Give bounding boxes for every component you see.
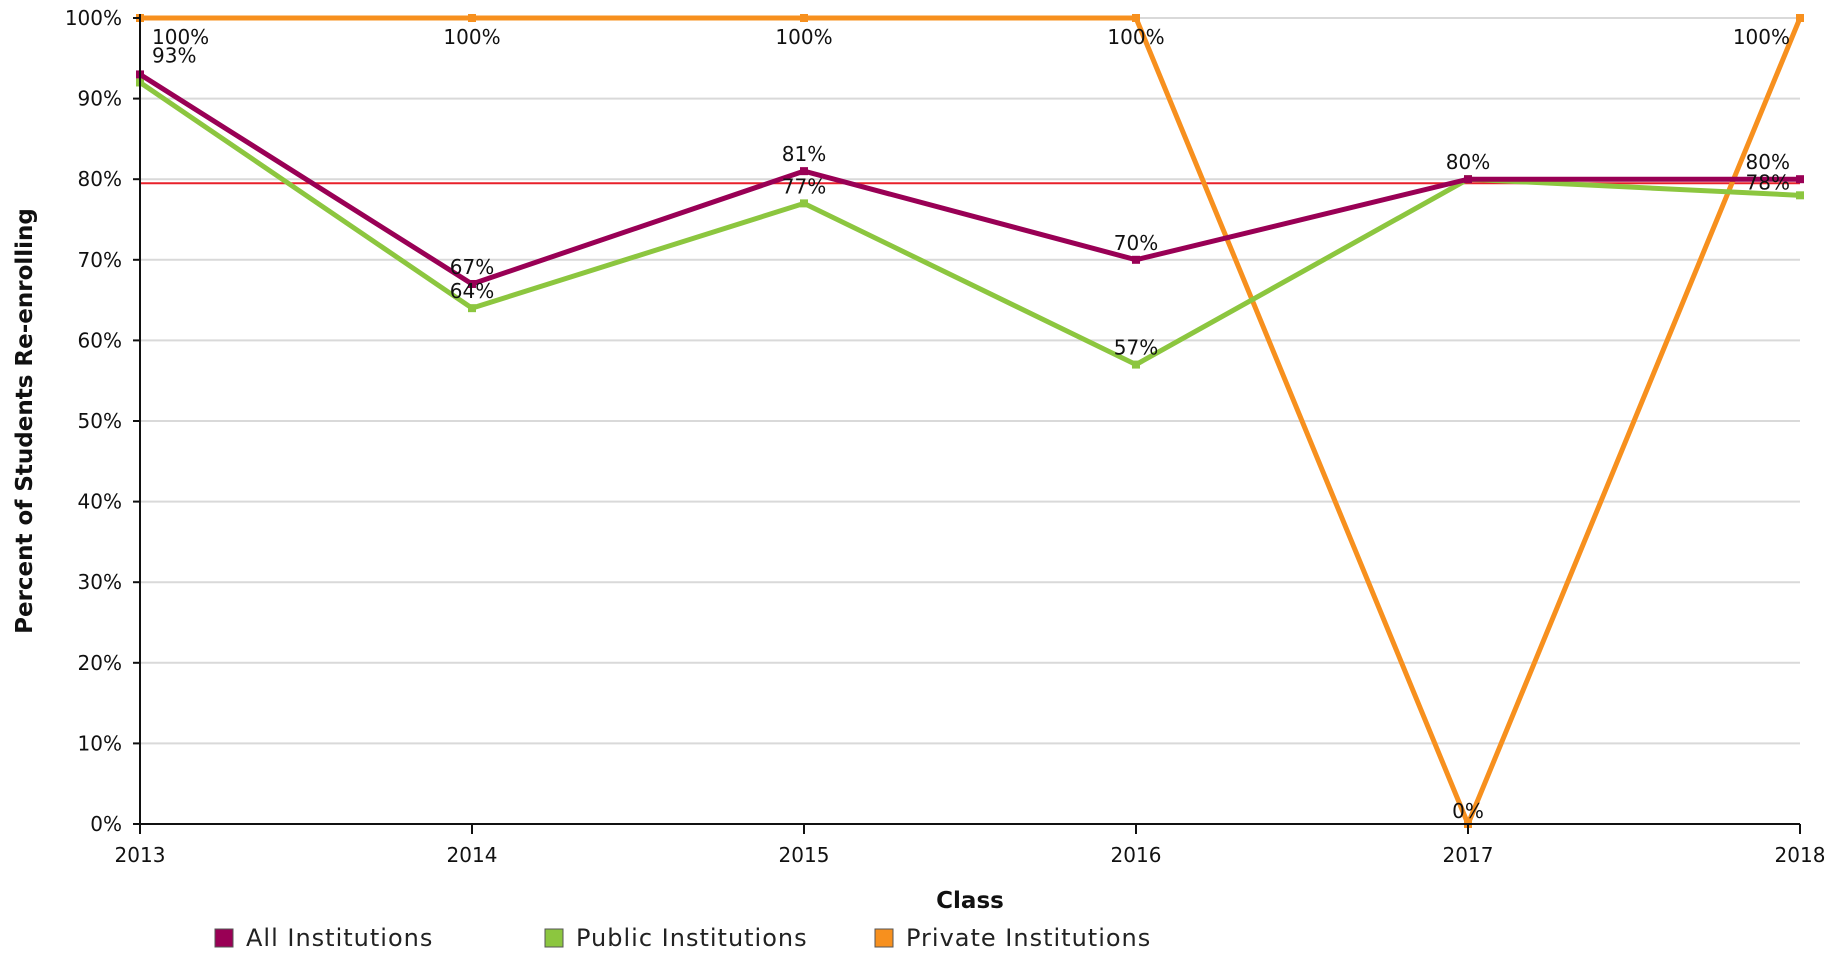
legend-swatch <box>214 928 234 948</box>
series-lines <box>136 14 1804 831</box>
data-point <box>1796 175 1804 184</box>
series-line-public-institutions <box>138 80 1801 368</box>
data-point <box>468 279 476 288</box>
data-point <box>1796 14 1804 22</box>
data-label: 93% <box>152 43 196 67</box>
legend-label: Public Institutions <box>576 924 808 952</box>
data-label: 80% <box>1746 150 1790 174</box>
data-label: 78% <box>1746 170 1790 194</box>
data-label: 57% <box>1114 336 1158 360</box>
y-tick-label: 80% <box>78 167 122 191</box>
y-tick-label: 70% <box>78 248 122 272</box>
y-axis-title: Percent of Students Re-enrolling <box>12 208 38 634</box>
data-label: 100% <box>152 25 209 49</box>
y-tick-label: 10% <box>78 731 122 755</box>
series-line-private-institutions <box>140 15 1803 831</box>
y-tick-label: 20% <box>78 651 122 675</box>
legend: All Institutions Public Institutions Priva… <box>214 924 1151 952</box>
data-label: 100% <box>1733 25 1790 49</box>
data-point <box>800 14 808 22</box>
data-label: 100% <box>775 25 832 49</box>
y-tick-label: 0% <box>90 812 122 836</box>
y-tick-label: 90% <box>78 87 122 111</box>
data-label: 64% <box>450 279 494 303</box>
series-line-all-institutions <box>138 72 1800 287</box>
data-point <box>468 304 476 313</box>
x-tick-label: 2014 <box>447 843 498 867</box>
data-point <box>1132 360 1140 369</box>
data-label: 77% <box>782 174 826 198</box>
data-point <box>800 167 808 176</box>
legend-label: All Institutions <box>246 924 433 952</box>
y-tick-label: 60% <box>78 328 122 352</box>
x-tick-label: 2015 <box>779 843 830 867</box>
x-axis-title: Class <box>936 888 1004 914</box>
x-tick-label: 2018 <box>1775 843 1826 867</box>
data-point <box>1796 191 1804 200</box>
axes: 0% 10% 20% 30% 40% 50% 60% 70% 80% 90% 100% 2013 201… <box>65 6 1826 867</box>
data-label: 0% <box>1452 799 1484 823</box>
x-tick-label: 2016 <box>1111 843 1162 867</box>
data-point <box>1132 14 1140 22</box>
legend-swatch <box>874 928 894 948</box>
data-label: 67% <box>450 255 494 279</box>
legend-swatch <box>544 928 564 948</box>
gridlines <box>140 17 1800 745</box>
data-point <box>800 199 808 208</box>
data-label: 70% <box>1114 231 1158 255</box>
y-tick-label: 100% <box>65 6 122 30</box>
data-label: 100% <box>1107 25 1164 49</box>
y-tick-label: 40% <box>78 490 122 514</box>
data-label: 100% <box>443 25 500 49</box>
x-tick-label: 2013 <box>115 843 166 867</box>
x-tick-label: 2017 <box>1443 843 1494 867</box>
y-tick-label: 30% <box>78 570 122 594</box>
data-point <box>468 14 476 22</box>
legend-label: Private Institutions <box>906 924 1151 952</box>
data-point <box>1132 255 1140 264</box>
y-tick-label: 50% <box>78 409 122 433</box>
data-label: 81% <box>782 142 826 166</box>
data-labels: 93% 67% 81% 70% 80% 80% 64% 77% 57% 78% 100% 100% 10… <box>152 25 1790 823</box>
data-label: 80% <box>1446 150 1490 174</box>
data-point <box>1464 175 1472 184</box>
